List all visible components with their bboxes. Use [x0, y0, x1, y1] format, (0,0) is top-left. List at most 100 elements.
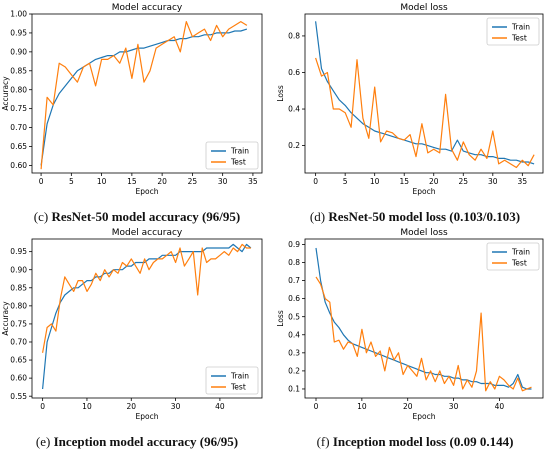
x-tick-label: 0: [39, 177, 44, 186]
legend-label-train: Train: [230, 147, 249, 156]
x-tick-label: 5: [69, 177, 74, 186]
y-tick-label: 0.90: [10, 47, 27, 56]
y-tick-label: 0.75: [10, 320, 27, 329]
x-tick-label: 25: [188, 177, 198, 186]
panel-resnet-accuracy: Model accuracy 0 5 10 15 20 25 30 35 0.60 0.65 0.70…: [0, 0, 270, 200]
x-tick-label: 10: [370, 177, 380, 186]
panel-inception-loss: Model loss 0 10 20 30 40 0.1 0.2 0.3 0.4 0.5 0.6 0.7…: [275, 225, 550, 425]
caption-letter: (d): [309, 209, 329, 224]
y-tick-label: 0.8: [288, 32, 300, 41]
panel-inception-accuracy: Model accuracy 0 10 20 30 40 0.55 0.60 0.65 0.70 0…: [0, 225, 270, 425]
x-tick-label: 40: [215, 402, 225, 411]
chart-svg: Model accuracy 0 10 20 30 40 0.55 0.60 0.65 0.70 0…: [1, 228, 263, 421]
series-line-test: [42, 243, 251, 353]
chart-title: Model loss: [400, 3, 448, 13]
caption-text: ResNet-50 model loss (0.103/0.103): [328, 209, 521, 224]
x-tick-label: 10: [357, 402, 367, 411]
y-tick-label: 0.70: [10, 338, 27, 347]
x-tick-label: 20: [403, 402, 413, 411]
series-line-test: [315, 276, 532, 392]
x-tick-label: 10: [82, 402, 92, 411]
y-tick-label: 0.2: [288, 141, 300, 150]
x-tick-label: 30: [171, 402, 181, 411]
y-tick-label: 0.75: [10, 104, 27, 113]
y-tick-label: 0.95: [10, 247, 27, 256]
x-tick-label: 35: [248, 177, 258, 186]
series-line-test: [40, 21, 248, 170]
x-tick-label: 20: [429, 177, 439, 186]
x-tick-label: 0: [314, 402, 319, 411]
caption-text: ResNet-50 model accuracy (96/95): [51, 209, 241, 224]
caption-inception-accuracy: (e) Inception model accuracy (96/95): [7, 434, 267, 450]
x-tick-label: 0: [40, 402, 45, 411]
x-axis-label: Epoch: [136, 412, 159, 421]
y-tick-label: 0.3: [288, 348, 300, 357]
x-tick-label: 20: [126, 402, 136, 411]
caption-letter: (e): [35, 434, 54, 449]
y-tick-label: 0.1: [288, 385, 300, 394]
legend: Train Test: [486, 242, 540, 271]
plot-area: [304, 238, 544, 399]
chart-svg: Model loss 0 5 10 15 20 25 30 35 0.2 0.4 0.6 0.8 Epoc…: [276, 3, 544, 196]
legend-label-test: Test: [230, 158, 246, 167]
x-tick-label: 30: [449, 402, 459, 411]
y-axis-label: Accuracy: [1, 76, 10, 111]
chart-title: Model accuracy: [112, 228, 183, 238]
panel-resnet-loss: Model loss 0 5 10 15 20 25 30 35 0.2 0.4 0.6 0.8 Epoc…: [275, 0, 550, 200]
plot-area: [304, 13, 544, 174]
x-tick-label: 35: [518, 177, 528, 186]
y-tick-label: 0.5: [288, 312, 300, 321]
x-tick-label: 30: [488, 177, 498, 186]
y-tick-label: 0.80: [10, 301, 27, 310]
legend-label-test: Test: [511, 259, 527, 268]
y-tick-label: 0.8: [288, 258, 300, 267]
caption-letter: (c): [33, 209, 52, 224]
x-tick-label: 15: [399, 177, 409, 186]
y-axis-label: Loss: [276, 310, 285, 327]
x-axis-label: Epoch: [136, 187, 159, 196]
y-axis-label: Loss: [276, 85, 285, 102]
series-line-test: [315, 57, 535, 169]
y-tick-label: 0.7: [288, 276, 300, 285]
legend-label-train: Train: [511, 248, 530, 257]
x-tick-label: 40: [495, 402, 505, 411]
legend: Train Test: [486, 17, 540, 46]
chart-svg: Model accuracy 0 5 10 15 20 25 30 35 0.60 0.65 0.70…: [1, 3, 263, 196]
y-tick-label: 0.65: [10, 356, 27, 365]
y-tick-label: 0.2: [288, 366, 300, 375]
caption-inception-loss: (f) Inception model loss (0.09 0.144): [285, 434, 545, 450]
y-tick-label: 0.55: [10, 392, 27, 401]
y-tick-label: 0.4: [288, 330, 300, 339]
x-tick-label: 20: [157, 177, 167, 186]
y-tick-label: 0.70: [10, 123, 27, 132]
x-tick-label: 0: [313, 177, 318, 186]
y-tick-label: 0.85: [10, 66, 27, 75]
caption-resnet-loss: (d) ResNet-50 model loss (0.103/0.103): [285, 209, 545, 225]
series-line-train: [42, 243, 252, 390]
x-axis-label: Epoch: [413, 187, 436, 196]
plot-area: [31, 13, 263, 174]
y-axis-label: Accuracy: [1, 301, 10, 336]
y-tick-label: 0.65: [10, 142, 27, 151]
caption-text: Inception model accuracy (96/95): [53, 434, 239, 449]
y-tick-label: 0.60: [10, 374, 27, 383]
x-tick-label: 25: [458, 177, 468, 186]
x-tick-label: 5: [343, 177, 348, 186]
y-tick-label: 1.00: [10, 10, 27, 19]
chart-title: Model accuracy: [112, 3, 183, 13]
caption-text: Inception model loss (0.09 0.144): [332, 434, 514, 449]
y-tick-label: 0.6: [288, 68, 300, 77]
x-tick-label: 30: [218, 177, 228, 186]
y-tick-label: 0.85: [10, 283, 27, 292]
chart-title: Model loss: [400, 228, 448, 238]
plot-area: [31, 238, 263, 399]
y-tick-label: 0.90: [10, 265, 27, 274]
legend: Train Test: [205, 366, 259, 395]
x-axis-label: Epoch: [413, 412, 436, 421]
chart-svg: Model loss 0 10 20 30 40 0.1 0.2 0.3 0.4 0.5 0.6 0.7…: [276, 228, 544, 421]
y-tick-label: 0.95: [10, 29, 27, 38]
y-tick-label: 0.4: [288, 105, 300, 114]
y-tick-label: 0.80: [10, 85, 27, 94]
x-tick-label: 10: [97, 177, 107, 186]
